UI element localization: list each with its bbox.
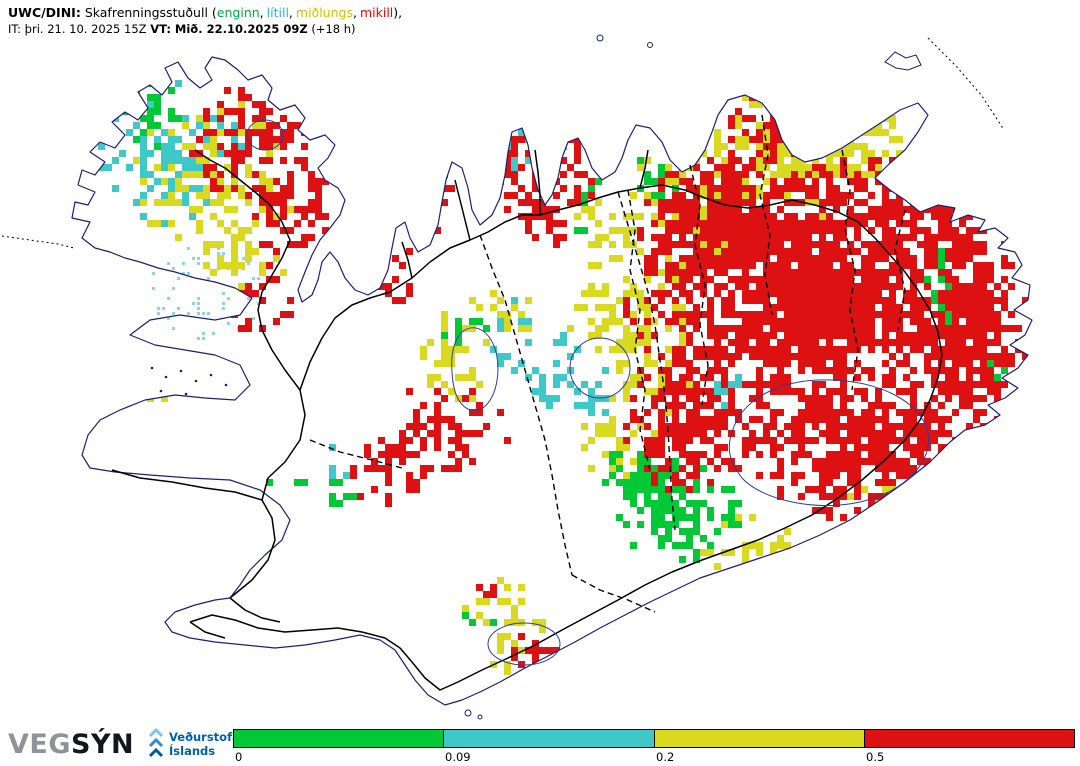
met-office-icon [148, 727, 164, 758]
scale-segment-low [443, 730, 654, 747]
legend-level-enginn: enginn [216, 5, 260, 20]
time-line: IT: þri. 21. 10. 2025 15Z VT: Mið. 22.10… [8, 22, 402, 37]
legend-level-mikill: mikill [359, 5, 394, 20]
scale-tick-009: 0.09 [445, 750, 471, 764]
small-island [647, 42, 653, 48]
scale-tick-02: 0.2 [656, 750, 675, 764]
glacier-outlines [246, 119, 930, 666]
boundary-west [309, 439, 403, 469]
met-office-name-line1: Veðurstofa [169, 730, 240, 745]
scale-segment-none [234, 730, 444, 747]
vegsyn-logo-dark: SÝN [71, 729, 135, 760]
color-scale-bar [233, 729, 1075, 748]
legend-level-midlungs: miðlungs [295, 5, 353, 20]
reykjanes-road [229, 597, 281, 623]
breidafjordur-islet [164, 375, 168, 379]
ring-road [189, 184, 943, 691]
vatnajokull-outline [728, 379, 930, 507]
eyjafjordur-road [534, 149, 541, 215]
breidafjordur-islet [184, 392, 188, 396]
reykjanes-road-2 [189, 621, 226, 639]
ne-islet [884, 51, 922, 71]
met-office-name-line2: Íslands [169, 744, 216, 758]
breidafjordur-islet [194, 379, 198, 383]
kjolur-track [479, 234, 573, 576]
maritime-line-west [1, 235, 75, 249]
skagafjordur-road [454, 179, 471, 241]
boundary-4 [894, 209, 906, 331]
map-header: UWC/DINI: Skafrenningsstuðull (enginn, lí… [8, 5, 402, 37]
grimsey-island [596, 34, 604, 42]
breidafjordur-islet [179, 369, 183, 373]
breidafjordur-islet [159, 389, 163, 393]
scale-tick-0: 0 [235, 750, 243, 764]
westfjords-road [194, 149, 301, 391]
vegsyn-logo: VEGSÝN [8, 729, 134, 760]
met-office-name: Veðurstofa Íslands [169, 730, 240, 759]
drangajokull-outline [246, 119, 284, 151]
scale-tick-05: 0.5 [866, 750, 885, 764]
vegsyn-logo-gray: VEG [8, 729, 72, 760]
model-label: UWC/DINI: [8, 5, 81, 20]
scale-segment-high [863, 730, 1074, 747]
hofsjokull-outline [569, 337, 631, 399]
parameter-title: Skafrenningsstuðull [84, 5, 208, 20]
vestmannaeyjar-islet [477, 714, 483, 720]
boundary-south [571, 574, 656, 613]
myrdalsjokull-outline [487, 622, 561, 666]
road-network [111, 149, 943, 691]
islands [150, 34, 922, 720]
breidafjordur-islet [150, 366, 154, 370]
boundary-2 [759, 114, 773, 316]
paren-open: ( [211, 5, 217, 20]
valid-time: VT: Mið. 22.10.2025 09Z [150, 22, 308, 37]
legend-level-litill: lítill [266, 5, 289, 20]
init-time: IT: þri. 21. 10. 2025 15Z [8, 22, 147, 37]
langjokull-outline [451, 327, 499, 411]
boundary-5 [689, 164, 709, 406]
scale-segment-medium [653, 730, 864, 747]
boundaries-and-tracks [309, 114, 906, 613]
color-scale-labels: 0 0.09 0.2 0.5 [233, 748, 1075, 765]
snaefellsnes-road [111, 469, 263, 501]
vestmannaeyjar-island [464, 709, 472, 717]
title-line: UWC/DINI: Skafrenningsstuðull (enginn, lí… [8, 5, 403, 20]
paren-close: ), [393, 5, 403, 20]
drift-index-cells [91, 80, 1029, 675]
met-office-logo: Veðurstofa Íslands [148, 727, 240, 763]
breidafjordur-islet [209, 373, 213, 377]
vatnsnes-road [401, 241, 413, 279]
lead-time: (+18 h) [311, 22, 356, 37]
boundary-3 [841, 149, 859, 391]
husavik-road [639, 149, 649, 189]
boundary-1 [627, 189, 651, 471]
color-scale: 0 0.09 0.2 0.5 [233, 729, 1075, 766]
coastline [71, 56, 1033, 706]
breidafjordur-islet [224, 383, 228, 387]
maritime-line-ne [927, 37, 1005, 131]
sprengisandur-track [617, 191, 676, 531]
